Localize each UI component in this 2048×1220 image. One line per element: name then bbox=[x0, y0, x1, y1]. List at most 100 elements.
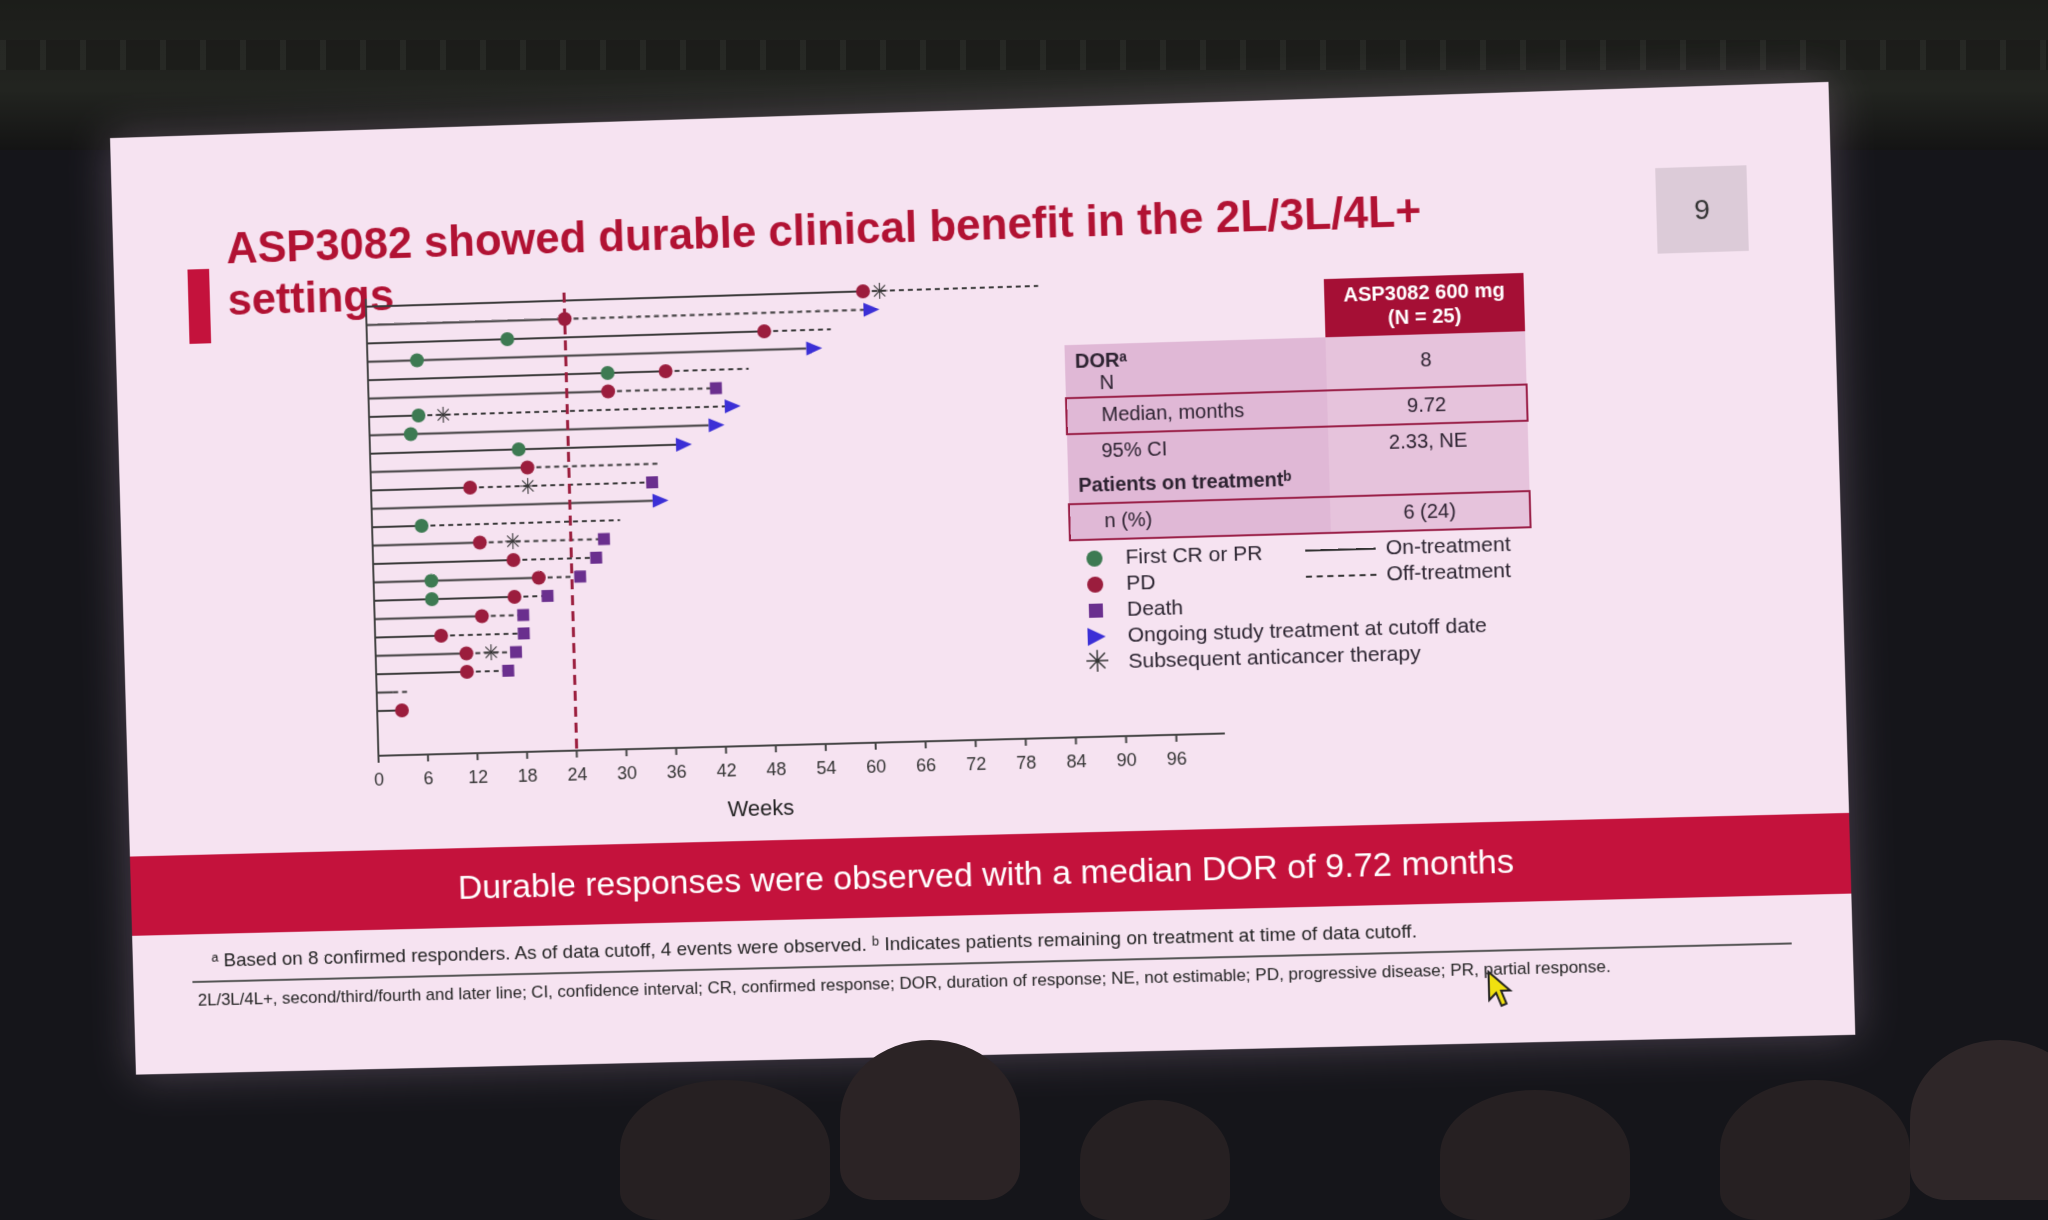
death-marker bbox=[502, 665, 514, 677]
subsequent-therapy-marker: ✳ bbox=[519, 475, 538, 501]
audience-head bbox=[1440, 1090, 1630, 1220]
x-tick-label: 54 bbox=[816, 758, 837, 779]
x-tick-label: 60 bbox=[866, 756, 887, 777]
on-treatment-bar bbox=[375, 616, 482, 619]
x-tick-label: 66 bbox=[916, 755, 937, 776]
ongoing-arrow-marker bbox=[708, 418, 724, 432]
death-marker bbox=[590, 552, 602, 564]
cr-pr-marker bbox=[411, 408, 425, 422]
x-tick-label: 6 bbox=[423, 768, 433, 788]
chart-legend: First CR or PR PD Death Ongoing study tr… bbox=[1069, 533, 1597, 708]
on-treatment-bar bbox=[374, 597, 514, 601]
title-accent-bar bbox=[187, 269, 211, 344]
on-treatment-bar bbox=[369, 416, 418, 417]
on-treatment-bar bbox=[373, 543, 480, 546]
cr-pr-marker bbox=[600, 366, 614, 380]
cr-pr-marker bbox=[424, 574, 438, 588]
x-tick-label: 12 bbox=[468, 767, 488, 788]
dor-table-header: ASP3082 600 mg (N = 25) bbox=[1324, 273, 1525, 337]
dor-n-value: 8 bbox=[1325, 331, 1526, 390]
x-axis-title: Weeks bbox=[727, 795, 794, 822]
ceiling-truss bbox=[0, 40, 2048, 70]
pd-marker bbox=[757, 324, 771, 338]
x-tick-label: 24 bbox=[567, 764, 587, 785]
pd-marker bbox=[459, 646, 473, 660]
audience-silhouettes bbox=[0, 1020, 2048, 1152]
subsequent-therapy-marker: ✳ bbox=[482, 641, 501, 666]
cr-pr-marker bbox=[404, 427, 418, 441]
pd-marker bbox=[520, 460, 534, 474]
off-treatment-bar bbox=[419, 406, 725, 415]
pd-marker bbox=[463, 480, 477, 494]
ongoing-arrow-marker bbox=[725, 399, 741, 413]
ongoing-arrow-icon bbox=[1087, 627, 1106, 646]
audience-head bbox=[1720, 1080, 1910, 1220]
legend-death: Death bbox=[1071, 596, 1184, 623]
on-treatment-bar bbox=[368, 349, 807, 362]
subsequent-therapy-marker: ✳ bbox=[434, 403, 453, 429]
pd-marker-icon bbox=[1087, 576, 1103, 592]
x-tick-label: 96 bbox=[1167, 748, 1188, 769]
pd-marker bbox=[507, 590, 521, 604]
on-treatment-bar bbox=[371, 468, 528, 473]
pd-marker bbox=[395, 703, 409, 717]
off-treatment-bar bbox=[422, 520, 620, 526]
dor-table: ASP3082 600 mg (N = 25) DORᵃ N 8 Median,… bbox=[1062, 273, 1532, 541]
x-tick-label: 18 bbox=[518, 765, 538, 786]
x-tick-label: 42 bbox=[716, 760, 736, 781]
x-tick-label: 84 bbox=[1066, 751, 1087, 772]
mouse-cursor-icon bbox=[1486, 969, 1513, 1010]
pd-marker bbox=[658, 364, 672, 378]
death-marker bbox=[598, 533, 610, 545]
on-treatment-bar bbox=[372, 526, 421, 527]
ongoing-arrow-marker bbox=[676, 437, 692, 451]
off-treatment-bar bbox=[608, 388, 716, 391]
death-marker bbox=[518, 627, 530, 639]
pd-marker bbox=[475, 609, 489, 623]
asterisk-icon: ✳ bbox=[1085, 652, 1111, 673]
cr-pr-marker-icon bbox=[1086, 550, 1102, 566]
pd-marker bbox=[434, 629, 448, 643]
off-treatment-bar bbox=[441, 633, 524, 635]
death-marker bbox=[574, 570, 586, 582]
off-treatment-bar bbox=[764, 329, 831, 331]
x-tick-label: 0 bbox=[374, 769, 384, 789]
on-treatment-bar bbox=[372, 501, 653, 509]
legend-on-treatment: On-treatment bbox=[1305, 533, 1511, 563]
on-treatment-bar bbox=[366, 319, 564, 325]
pd-marker bbox=[532, 571, 546, 585]
off-treatment-bar bbox=[527, 464, 659, 468]
off-treatment-bar bbox=[470, 482, 652, 487]
on-treatment-bar bbox=[373, 560, 513, 564]
ongoing-arrow-marker bbox=[652, 493, 668, 507]
death-marker bbox=[710, 382, 722, 394]
cr-pr-marker bbox=[500, 332, 514, 346]
dashed-line-icon bbox=[1306, 574, 1377, 578]
pd-marker bbox=[601, 384, 615, 398]
audience-head bbox=[620, 1080, 830, 1220]
on-treatment-bar bbox=[376, 653, 467, 655]
pd-marker bbox=[460, 665, 474, 679]
legend-off-treatment: Off-treatment bbox=[1306, 559, 1512, 589]
cr-pr-marker bbox=[410, 353, 424, 367]
cr-pr-marker bbox=[512, 442, 526, 456]
subsequent-therapy-marker: ✳ bbox=[870, 279, 889, 305]
x-tick-label: 90 bbox=[1116, 750, 1137, 771]
x-tick-label: 30 bbox=[617, 763, 637, 784]
on-treatment-bar bbox=[369, 391, 609, 398]
off-treatment-bar bbox=[863, 286, 1038, 291]
x-tick-label: 72 bbox=[966, 754, 987, 775]
pd-marker bbox=[473, 535, 487, 549]
on-treatment-bar bbox=[370, 425, 709, 435]
median-value: 9.72 bbox=[1327, 385, 1528, 427]
pd-marker bbox=[856, 284, 870, 298]
legend-cr-pr: First CR or PR bbox=[1069, 542, 1263, 571]
x-axis-line bbox=[378, 733, 1226, 755]
off-treatment-bar bbox=[513, 558, 596, 560]
audience-head bbox=[1910, 1040, 2048, 1200]
audience-head bbox=[840, 1040, 1020, 1200]
cr-pr-marker bbox=[425, 592, 439, 606]
on-treatment-bar bbox=[368, 371, 666, 380]
page-number: 9 bbox=[1655, 165, 1749, 253]
ci-value: 2.33, NE bbox=[1328, 421, 1529, 462]
